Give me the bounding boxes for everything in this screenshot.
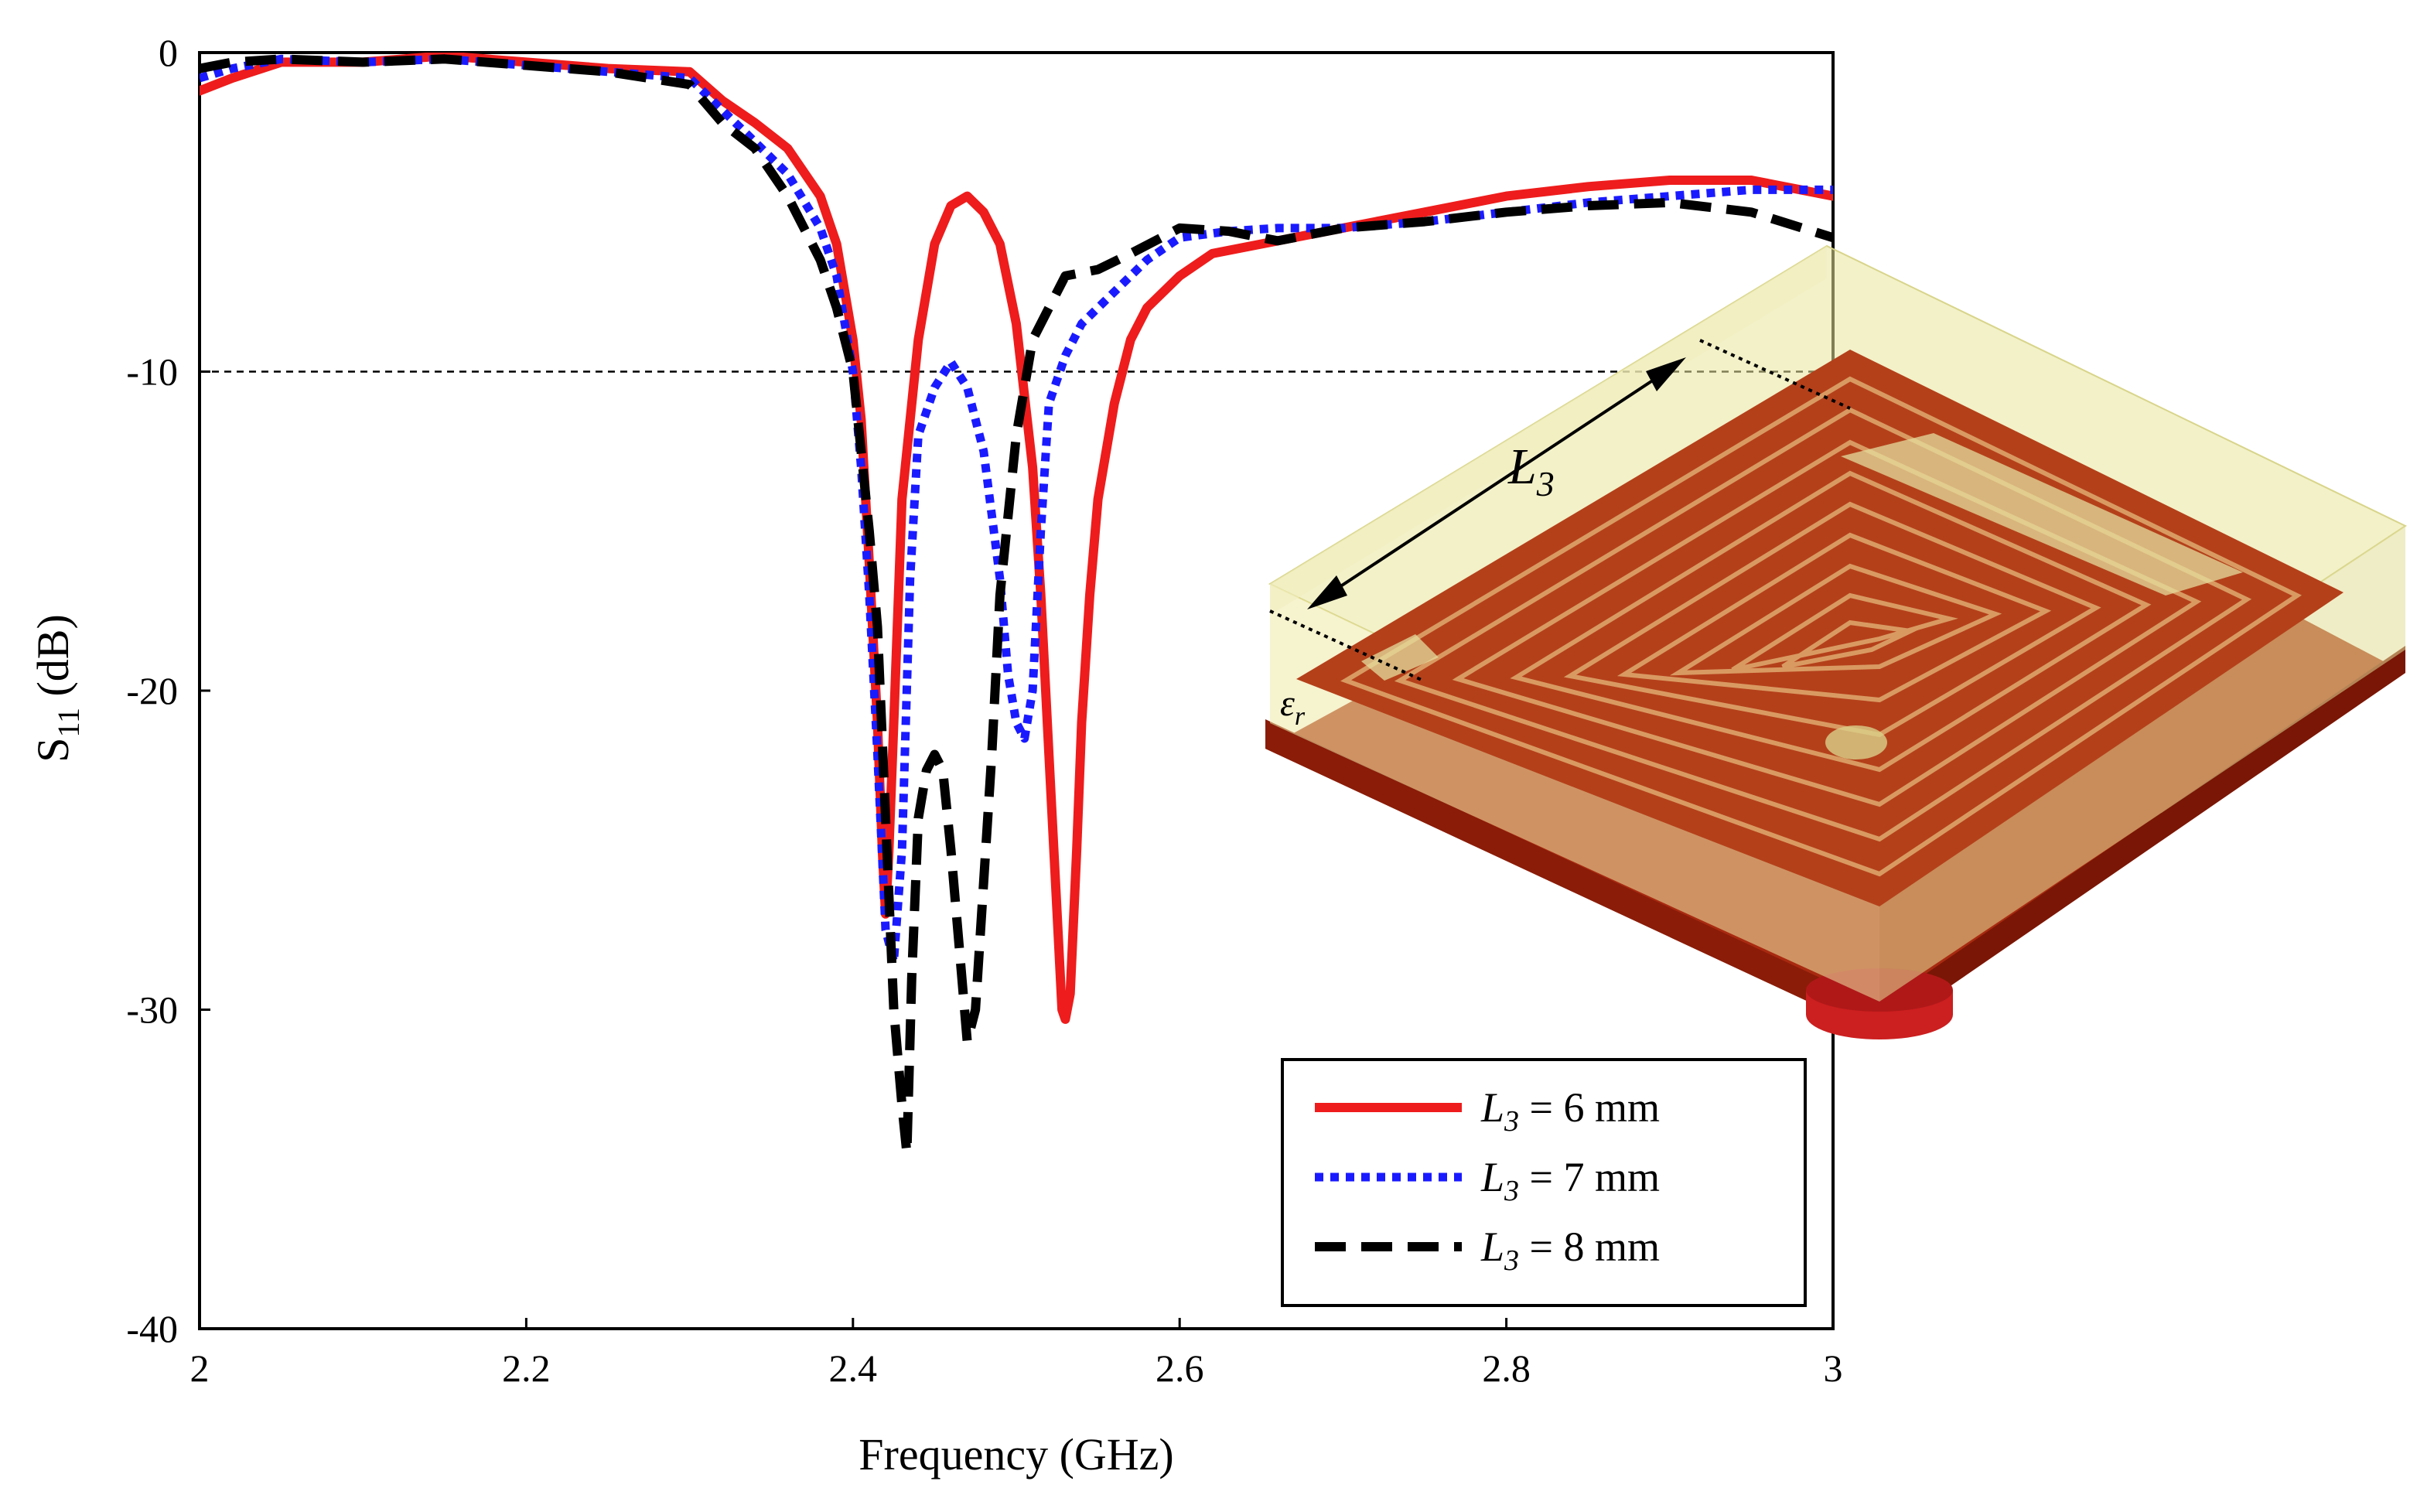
inset-substrate-label: εr — [1280, 683, 1306, 731]
y-axis-title-main: S — [28, 738, 78, 763]
legend-label: L3 = 7 mm — [1480, 1154, 1660, 1207]
antenna-inset-image: L3 εr — [1265, 244, 2408, 1039]
x-tick-label: 3 — [1824, 1346, 1843, 1390]
y-tick-label: -20 — [126, 669, 178, 712]
y-tick-label: -10 — [126, 350, 178, 394]
legend-label: L3 = 6 mm — [1480, 1084, 1660, 1138]
y-axis-title-sub: 11 — [51, 708, 86, 738]
x-tick-label: 2.2 — [502, 1346, 551, 1390]
y-axis-title-suffix: (dB) — [28, 614, 78, 708]
svg-text:S11 (dB): S11 (dB) — [28, 614, 86, 763]
x-tick-label: 2.8 — [1482, 1346, 1531, 1390]
x-axis-ticks: 2 2.2 2.4 2.6 2.8 3 — [190, 1318, 1843, 1390]
x-axis-title: Frequency (GHz) — [859, 1429, 1173, 1480]
y-tick-label: 0 — [159, 31, 178, 74]
legend-box — [1281, 1058, 1807, 1307]
series-group — [200, 53, 1833, 1159]
inset-dimension-label: L3 — [1507, 439, 1555, 503]
x-tick-label: 2.6 — [1156, 1346, 1204, 1390]
series-line-6mm — [200, 53, 1833, 1024]
y-axis-title: S11 (dB) — [28, 614, 86, 763]
legend: L3 = 6 mm L3 = 7 mm L3 = 8 mm — [1281, 1058, 1807, 1307]
x-tick-label: 2 — [190, 1346, 210, 1390]
y-axis-ticks: 0 -10 -20 -30 -40 — [126, 31, 210, 1350]
y-tick-label: -30 — [126, 988, 178, 1032]
y-tick-label: -40 — [126, 1307, 178, 1350]
series-line-8mm — [200, 54, 1833, 1159]
legend-label: L3 = 8 mm — [1480, 1224, 1660, 1277]
x-tick-label: 2.4 — [829, 1346, 878, 1390]
